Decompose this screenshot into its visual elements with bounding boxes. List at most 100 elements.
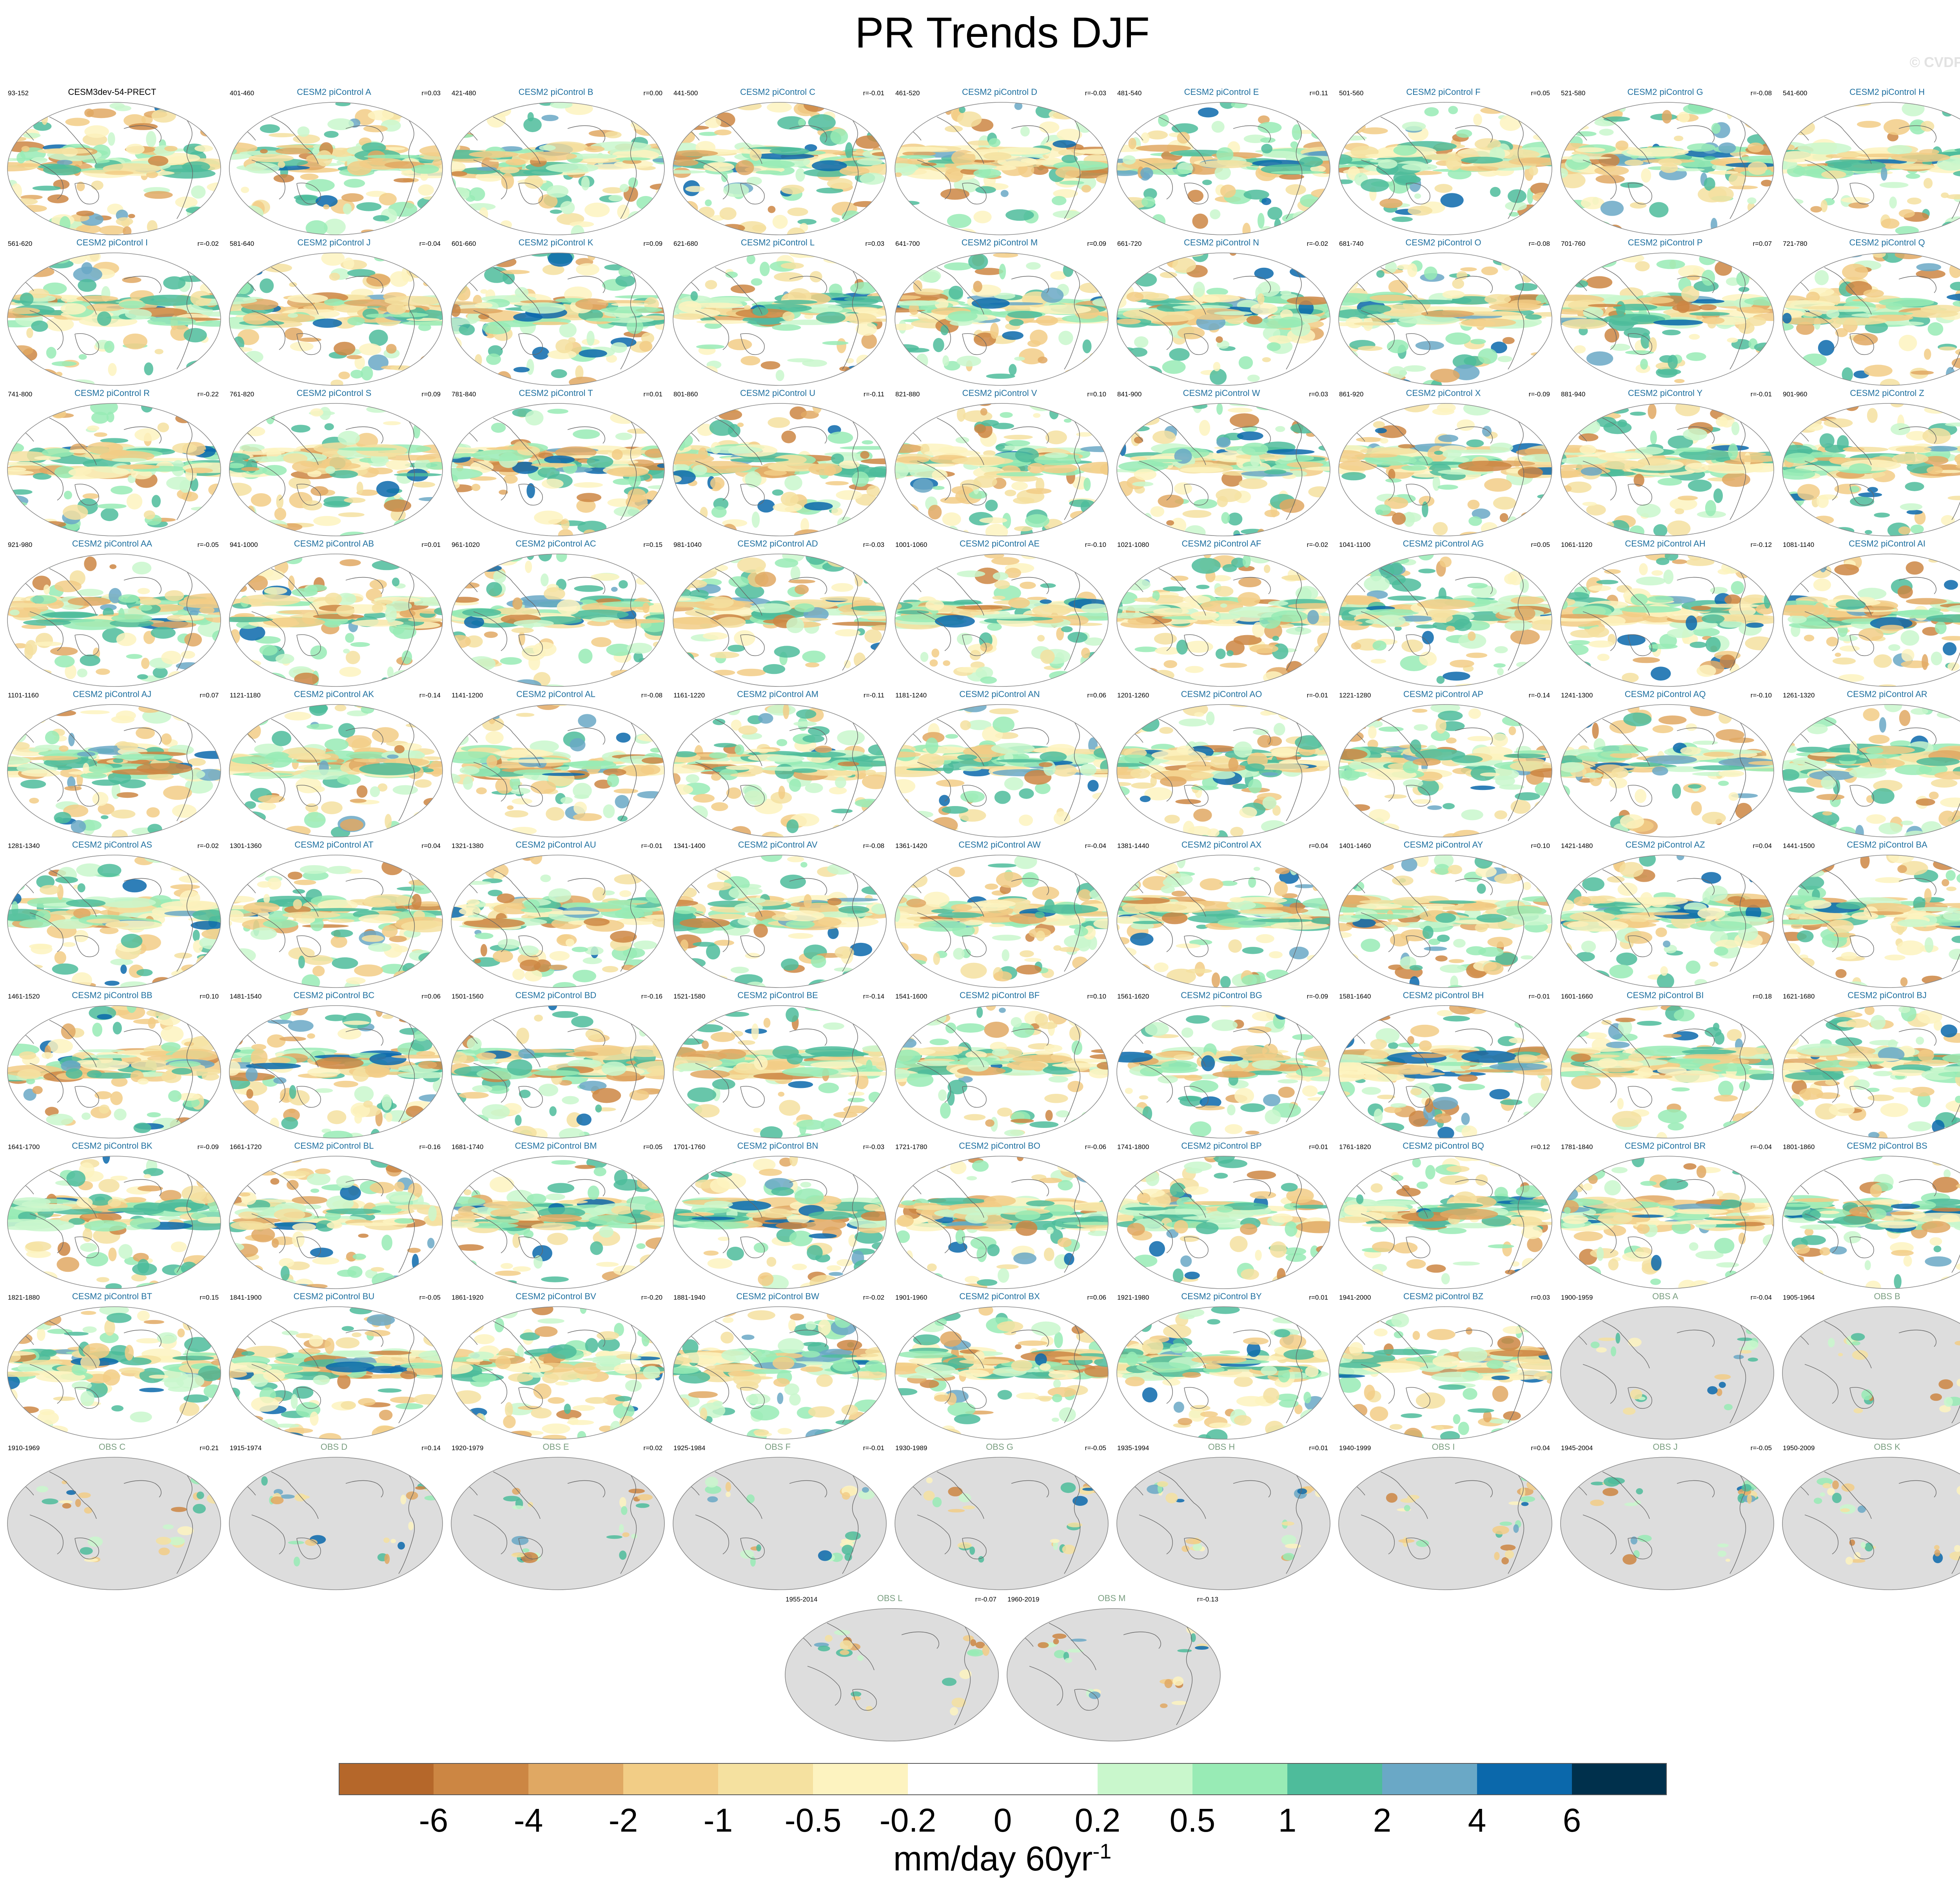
trend-blob — [1906, 173, 1920, 179]
panel-title: CESM2 piControl L — [740, 238, 815, 247]
coastline — [1455, 276, 1493, 293]
trend-blob — [702, 632, 728, 640]
trend-blob — [1761, 205, 1774, 211]
trend-blob — [126, 654, 143, 659]
coastline — [176, 267, 193, 370]
trend-blob — [979, 517, 1007, 524]
trend-blob — [1135, 366, 1162, 379]
trend-blob — [1461, 156, 1503, 164]
trend-blob — [1699, 253, 1716, 265]
trend-blob — [876, 351, 885, 357]
trend-blob — [1941, 515, 1955, 526]
trend-blob — [1290, 141, 1298, 149]
trend-blob — [147, 317, 196, 326]
panel-correlation: r=-0.08 — [1750, 89, 1772, 97]
trend-blob — [1747, 142, 1764, 153]
trend-blob — [426, 461, 443, 470]
trend-blob — [681, 201, 698, 216]
trend-blob — [462, 608, 501, 617]
trend-blob — [1203, 296, 1220, 303]
trend-blob — [433, 574, 443, 578]
coastline — [789, 125, 827, 143]
trend-blob — [852, 523, 878, 534]
trend-blob — [1660, 163, 1678, 173]
trend-blob — [615, 157, 651, 161]
trend-blob — [928, 505, 942, 519]
trend-blob — [410, 253, 421, 265]
globe-map — [451, 403, 665, 536]
coastline — [620, 267, 637, 370]
coastline — [123, 276, 162, 293]
coastline — [1824, 116, 1872, 164]
coastline — [518, 183, 543, 205]
trend-blob — [1339, 408, 1348, 420]
panel-correlation: r=-0.03 — [863, 541, 884, 548]
trend-blob — [1521, 511, 1544, 520]
trend-blob — [1764, 128, 1771, 142]
trend-blob — [831, 583, 853, 592]
panel-correlation: r=-0.01 — [1750, 390, 1772, 398]
trend-blob — [755, 572, 776, 587]
trend-blob — [1432, 475, 1440, 491]
trend-blob — [820, 596, 871, 601]
trend-blob — [240, 444, 265, 452]
trend-blob — [250, 102, 262, 111]
trend-blob — [1456, 129, 1472, 138]
trend-blob — [1842, 263, 1868, 280]
trend-blob — [1375, 428, 1387, 434]
trend-blob — [91, 180, 103, 190]
trend-blob — [1941, 379, 1960, 384]
trend-blob — [875, 253, 882, 269]
trend-blob — [1053, 189, 1078, 198]
trend-blob — [393, 679, 406, 686]
trend-blob — [1261, 143, 1273, 154]
coastline — [1730, 116, 1746, 219]
coastline — [1583, 160, 1617, 200]
trend-blob — [185, 207, 210, 214]
trend-blob — [68, 466, 130, 479]
trend-blob — [1891, 153, 1951, 162]
trend-blob — [829, 407, 846, 411]
trend-blob — [9, 610, 20, 616]
trend-blob — [1802, 466, 1850, 471]
trend-blob — [31, 157, 47, 163]
trend-blob — [586, 330, 595, 346]
trend-blob — [1250, 303, 1278, 315]
trend-blob — [1341, 472, 1366, 481]
trend-blob — [942, 355, 949, 367]
trend-blob — [1603, 116, 1630, 122]
trend-blob — [626, 527, 656, 536]
trend-blob — [1585, 253, 1598, 263]
trend-blob — [899, 155, 936, 159]
trend-blob — [193, 320, 221, 327]
trend-blob — [590, 573, 620, 581]
trend-blob — [752, 153, 814, 160]
trend-blob — [1339, 296, 1360, 306]
trend-blob — [1036, 305, 1091, 314]
trend-blob — [1440, 193, 1464, 208]
trend-blob — [1265, 449, 1315, 455]
trend-blob — [476, 167, 497, 171]
trend-blob — [1546, 490, 1552, 507]
trend-blob — [863, 571, 886, 583]
trend-blob — [854, 554, 863, 560]
trend-blob — [752, 307, 768, 316]
trend-blob — [1473, 113, 1482, 126]
trend-blob — [1320, 407, 1328, 412]
globe-outline — [229, 102, 443, 235]
trend-blob — [1383, 310, 1425, 317]
trend-blob — [518, 151, 577, 161]
trend-blob — [116, 217, 133, 226]
trend-blob — [475, 172, 504, 182]
trend-blob — [408, 617, 443, 622]
trend-blob — [1051, 196, 1067, 205]
coastline — [123, 577, 162, 594]
trend-blob — [172, 253, 197, 262]
trend-blob — [860, 451, 869, 459]
trend-blob — [1339, 458, 1348, 461]
globe-map — [895, 102, 1109, 235]
globe-map — [451, 102, 665, 235]
trend-blob — [423, 666, 443, 676]
trend-blob — [365, 314, 390, 318]
